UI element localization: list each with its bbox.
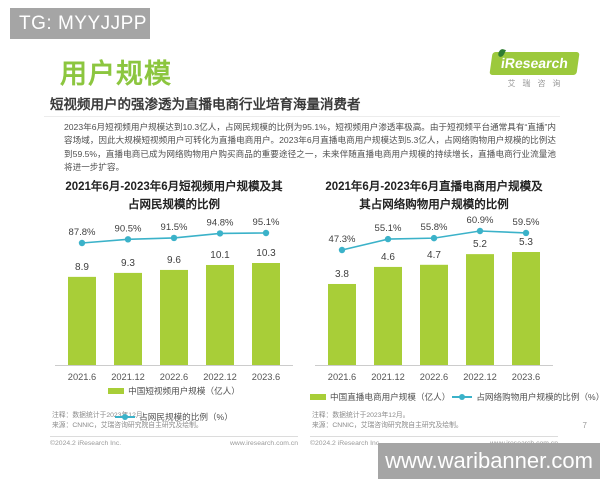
- page-subtitle: 短视频用户的强渗透为直播电商行业培育海量消费者: [50, 97, 361, 112]
- line-group: 87.8% 90.5% 91.5% 94.8% 95.1%: [69, 217, 280, 247]
- bar-swatch-icon: [108, 388, 125, 394]
- chart-legend: 中国短视频用户规模（亿人） 占网民规模的比例（%）: [50, 385, 298, 422]
- chart-notes: 注释：数据统计于2023年12月。 来源：CNNIC，艾瑞咨询研究院自主研究及绘…: [312, 411, 556, 431]
- line-dot: [476, 227, 484, 235]
- bar-swatch-icon: [310, 394, 326, 400]
- x-tick-label: 2023.6: [512, 372, 540, 382]
- page-number: 7: [582, 421, 587, 430]
- bar: [466, 254, 494, 365]
- note-line: 注释：数据统计于2023年12月。: [312, 412, 410, 419]
- line-value-label: 94.8%: [207, 217, 234, 228]
- bar: [252, 263, 280, 365]
- telegram-watermark-text: TG: MYYJJPP: [19, 12, 147, 34]
- chart-footer: ©2024.2 iResearch Inc. www.iresearch.com…: [50, 436, 298, 447]
- iresearch-logo-text: iResearch: [499, 55, 569, 71]
- line-dot: [522, 229, 530, 237]
- bar-value-label: 5.2: [473, 239, 487, 250]
- copyright-text: ©2024.2 iResearch Inc.: [310, 440, 382, 448]
- intro-paragraph: 2023年6月短视频用户规模达到10.3亿人，占网民规模的比例为95.1%，短视…: [64, 122, 556, 172]
- bar-value-label: 9.6: [167, 255, 181, 266]
- line-value-label: 90.5%: [115, 223, 142, 234]
- x-tick-label: 2021.6: [328, 372, 356, 382]
- legend-item: 占网络购物用户规模的比例（%）: [452, 391, 600, 403]
- bar: [328, 283, 356, 365]
- x-tick-label: 2021.6: [68, 372, 96, 382]
- header-divider: [44, 116, 560, 117]
- chart-notes: 注释：数据统计于2023年12月。 来源：CNNIC，艾瑞咨询研究院自主研究及绘…: [52, 411, 296, 431]
- bar-value-label: 9.3: [121, 258, 135, 269]
- bar: [206, 264, 234, 365]
- line-value-label: 91.5%: [161, 222, 188, 233]
- line-dot: [384, 235, 392, 243]
- chart-title: 2021年6月-2023年6月直播电商用户规模及其占网络购物用户规模的比例: [325, 181, 543, 211]
- legend-item: 中国短视频用户规模（亿人）: [108, 385, 240, 397]
- bars-group: 8.9 9.3 9.6 10.1 10.3: [68, 248, 280, 365]
- legend-label: 中国直播电商用户规模（亿人）: [330, 392, 451, 402]
- chart-title: 2021年6月-2023年6月短视频用户规模及其占网民规模的比例: [65, 181, 283, 211]
- bar: [160, 269, 188, 365]
- bar-value-label: 10.3: [256, 248, 276, 259]
- line-dot: [338, 246, 346, 254]
- x-tick-label: 2022.12: [203, 372, 237, 382]
- iresearch-logo-badge: iResearch: [488, 48, 580, 75]
- chart-legend: 中国直播电商用户规模（亿人） 占网络购物用户规模的比例（%）: [310, 385, 600, 409]
- waribanner-watermark-text: www.waribanner.com: [385, 448, 593, 473]
- x-tick-label: 2021.12: [111, 372, 145, 382]
- note-line: 来源：CNNIC，艾瑞咨询研究院自主研究及绘制。: [52, 422, 203, 430]
- line-swatch-icon: [452, 394, 473, 400]
- bar-line-chart: 8.9 9.3 9.6 10.1 10.3 87.8% 90.5% 91.5% 94.8% 95.…: [55, 217, 293, 382]
- line-dot: [124, 236, 132, 243]
- bar: [114, 272, 142, 365]
- telegram-watermark: TG: MYYJJPP: [10, 8, 150, 39]
- bar: [374, 266, 402, 365]
- live-commerce-chart: 2021年6月-2023年6月直播电商用户规模及其占网络购物用户规模的比例 3.…: [310, 179, 600, 448]
- line-dot: [430, 234, 438, 242]
- bar-value-label: 3.8: [335, 269, 349, 280]
- line-value-label: 55.1%: [375, 223, 402, 234]
- legend-label: 中国短视频用户规模（亿人）: [128, 386, 240, 396]
- line-swatch-icon: [115, 414, 136, 420]
- x-tick-label: 2021.12: [371, 372, 405, 382]
- short-video-chart: 2021年6月-2023年6月短视频用户规模及其占网民规模的比例 8.9 9.3 9…: [50, 179, 298, 447]
- legend-item: 占网民规模的比例（%）: [115, 411, 233, 423]
- bar: [420, 264, 448, 365]
- bar-value-label: 10.1: [210, 250, 230, 261]
- waribanner-watermark: www.waribanner.com: [378, 443, 600, 479]
- line-dot: [170, 234, 178, 242]
- charts-section: 2021年6月-2023年6月短视频用户规模及其占网民规模的比例 8.9 9.3 9…: [50, 179, 600, 448]
- page-title: 用户规模: [60, 59, 172, 89]
- note-line: 来源：CNNIC，艾瑞咨询研究院自主研究及绘制。: [312, 422, 463, 430]
- x-tick-label: 2022.6: [160, 372, 188, 382]
- line-value-label: 60.9%: [467, 215, 494, 226]
- iresearch-logo: iResearch 艾瑞咨询: [484, 48, 584, 89]
- line-value-label: 95.1%: [253, 217, 280, 228]
- x-tick-label: 2022.6: [420, 372, 448, 382]
- legend-item: 中国直播电商用户规模（亿人）: [310, 391, 450, 403]
- line-value-label: 87.8%: [69, 227, 96, 238]
- line-value-label: 55.8%: [421, 222, 448, 233]
- legend-label: 占网络购物用户规模的比例（%）: [476, 392, 600, 402]
- x-tick-label: 2023.6: [252, 372, 280, 382]
- bar-value-label: 4.6: [381, 252, 395, 263]
- line-dot: [216, 230, 224, 237]
- website-text: www.iresearch.com.cn: [230, 440, 298, 448]
- legend-label: 占网民规模的比例（%）: [139, 412, 233, 422]
- iresearch-logo-cn: 艾瑞咨询: [507, 79, 568, 88]
- bar-value-label: 8.9: [75, 262, 89, 273]
- line-value-label: 59.5%: [513, 217, 540, 228]
- bar: [512, 252, 540, 365]
- line-dot: [262, 229, 270, 237]
- bars-group: 3.8 4.6 4.7 5.2 5.3: [328, 237, 540, 365]
- copyright-text: ©2024.2 iResearch Inc.: [50, 440, 122, 448]
- note-line: 注释：数据统计于2023年12月。: [52, 412, 150, 419]
- line-dot: [78, 239, 86, 247]
- line-value-label: 47.3%: [329, 234, 356, 245]
- bar: [68, 276, 96, 365]
- bar-line-chart: 3.8 4.6 4.7 5.2 5.3 47.3% 55.1% 55.8% 60.9% 59.5%…: [315, 215, 553, 382]
- bar-value-label: 5.3: [519, 237, 533, 248]
- x-tick-label: 2022.12: [463, 372, 497, 382]
- line-group: 47.3% 55.1% 55.8% 60.9% 59.5%: [329, 215, 540, 254]
- bar-value-label: 4.7: [427, 250, 441, 261]
